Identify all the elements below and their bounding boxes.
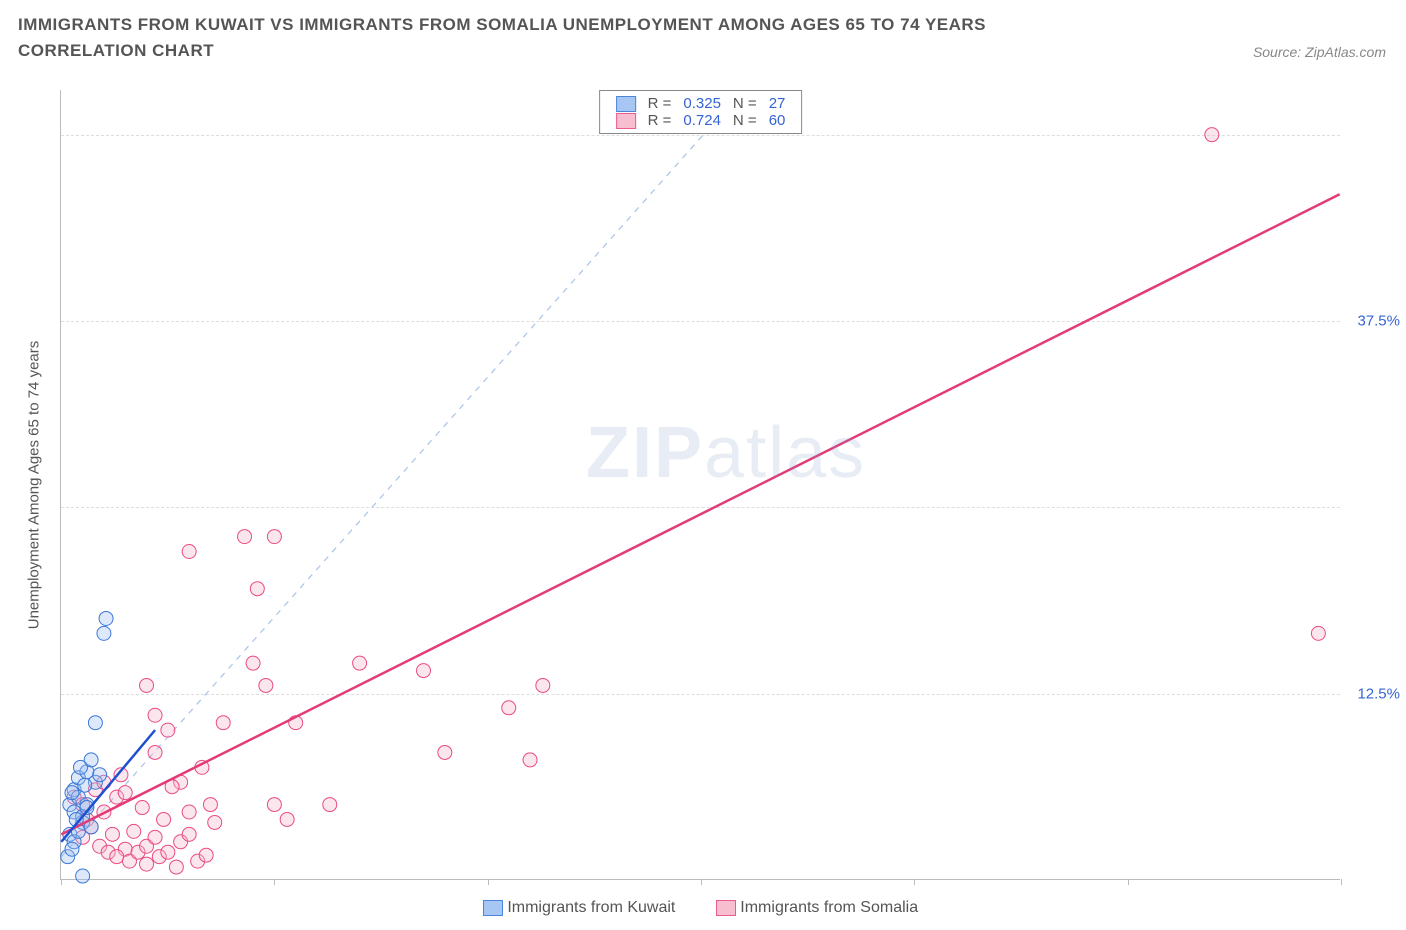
data-point — [417, 664, 431, 678]
trend-line — [61, 90, 743, 857]
legend-label-somalia: Immigrants from Somalia — [740, 899, 918, 916]
data-point — [93, 768, 107, 782]
data-point — [169, 860, 183, 874]
data-point — [536, 678, 550, 692]
data-point — [246, 656, 260, 670]
x-tick — [61, 879, 62, 885]
plot-area: 12.5%37.5% ZIPatlas R = 0.325 N = 27 — [60, 90, 1340, 880]
data-point — [161, 723, 175, 737]
data-point — [267, 530, 281, 544]
data-point — [1311, 626, 1325, 640]
data-point — [161, 845, 175, 859]
legend-label-kuwait: Immigrants from Kuwait — [507, 899, 675, 916]
legend-row-somalia: R = 0.724 N = 60 — [610, 112, 792, 129]
legend-bottom: Immigrants from Kuwait Immigrants from S… — [61, 899, 1340, 917]
legend-row-kuwait: R = 0.325 N = 27 — [610, 95, 792, 112]
x-tick — [274, 879, 275, 885]
data-point — [65, 786, 79, 800]
title-row: IMMIGRANTS FROM KUWAIT VS IMMIGRANTS FRO… — [18, 12, 1388, 72]
data-point — [216, 716, 230, 730]
data-point — [203, 798, 217, 812]
data-point — [182, 827, 196, 841]
x-tick — [488, 879, 489, 885]
data-point — [76, 869, 90, 883]
data-point — [78, 778, 92, 792]
data-point — [259, 678, 273, 692]
data-point — [105, 827, 119, 841]
data-point — [199, 848, 213, 862]
data-point — [280, 812, 294, 826]
data-point — [502, 701, 516, 715]
x-tick — [701, 879, 702, 885]
source-label: Source: ZipAtlas.com — [1253, 44, 1386, 60]
chart-container: IMMIGRANTS FROM KUWAIT VS IMMIGRANTS FRO… — [0, 0, 1406, 930]
data-point — [135, 801, 149, 815]
plot-frame: 12.5%37.5% ZIPatlas R = 0.325 N = 27 — [60, 90, 1340, 880]
data-point — [99, 611, 113, 625]
x-tick — [914, 879, 915, 885]
data-point — [148, 745, 162, 759]
somalia-n-value: 60 — [763, 112, 792, 129]
data-point — [157, 812, 171, 826]
data-point — [73, 760, 87, 774]
swatch-somalia — [616, 113, 636, 129]
x-tick — [1341, 879, 1342, 885]
swatch-kuwait — [616, 96, 636, 112]
data-point — [353, 656, 367, 670]
data-point — [323, 798, 337, 812]
data-point — [182, 805, 196, 819]
trend-line — [61, 194, 1339, 834]
data-point — [148, 830, 162, 844]
kuwait-r-value: 0.325 — [677, 95, 727, 112]
legend-item-kuwait: Immigrants from Kuwait — [483, 899, 676, 917]
n-label: N = — [727, 95, 763, 112]
y-axis-label-wrap: Unemployment Among Ages 65 to 74 years — [34, 90, 54, 880]
data-point — [523, 753, 537, 767]
data-point — [140, 857, 154, 871]
data-point — [118, 786, 132, 800]
legend-stats-box: R = 0.325 N = 27 R = 0.724 N = 60 — [599, 90, 803, 134]
legend-item-somalia: Immigrants from Somalia — [716, 899, 918, 917]
x-tick — [1128, 879, 1129, 885]
data-point — [65, 842, 79, 856]
chart-title: IMMIGRANTS FROM KUWAIT VS IMMIGRANTS FRO… — [18, 12, 1118, 63]
data-point — [1205, 128, 1219, 142]
data-point — [208, 815, 222, 829]
data-point — [267, 798, 281, 812]
somalia-r-value: 0.724 — [677, 112, 727, 129]
data-point — [250, 582, 264, 596]
kuwait-n-value: 27 — [763, 95, 792, 112]
data-point — [438, 745, 452, 759]
plot-svg — [61, 90, 1340, 879]
data-point — [127, 824, 141, 838]
data-point — [140, 678, 154, 692]
y-tick-label: 12.5% — [1345, 685, 1400, 702]
data-point — [238, 530, 252, 544]
data-point — [182, 544, 196, 558]
swatch-kuwait-bottom — [483, 900, 503, 916]
data-point — [97, 626, 111, 640]
data-point — [148, 708, 162, 722]
swatch-somalia-bottom — [716, 900, 736, 916]
r-label: R = — [642, 95, 678, 112]
y-axis-label: Unemployment Among Ages 65 to 74 years — [26, 341, 43, 630]
data-point — [110, 850, 124, 864]
y-tick-label: 37.5% — [1345, 313, 1400, 330]
n-label: N = — [727, 112, 763, 129]
data-point — [88, 716, 102, 730]
r-label: R = — [642, 112, 678, 129]
